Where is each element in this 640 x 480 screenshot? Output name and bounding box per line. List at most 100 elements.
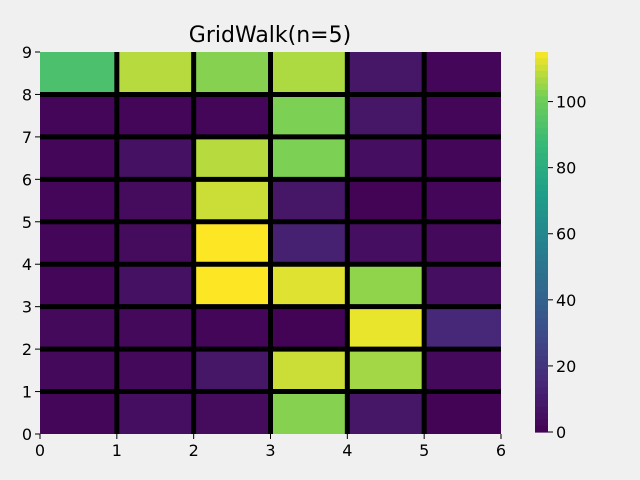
heatmap-cell	[424, 264, 501, 307]
heatmap-cell	[193, 94, 271, 137]
colorbar-segment	[535, 178, 548, 186]
heatmap-cell	[40, 52, 117, 95]
colorbar-segment	[535, 229, 548, 237]
heatmap-cell	[347, 264, 425, 307]
heatmap-cell	[40, 306, 117, 350]
y-tick-label: 4	[22, 255, 32, 274]
colorbar-segment	[535, 330, 548, 338]
x-tick-label: 1	[112, 441, 122, 460]
heatmap-cell	[270, 306, 348, 350]
heatmap-cell	[193, 349, 271, 392]
colorbar-segment	[535, 235, 548, 243]
colorbar-segment	[535, 349, 548, 357]
colorbar-segment	[535, 425, 548, 433]
colorbar-segment	[535, 216, 548, 224]
colorbar-segment	[535, 299, 548, 306]
y-tick-label: 1	[22, 383, 32, 402]
y-tick-label: 0	[22, 425, 32, 444]
colorbar-segment	[535, 280, 548, 287]
heatmap-cell	[424, 136, 501, 180]
colorbar-segment	[535, 343, 548, 351]
heatmap-cell	[424, 52, 501, 95]
heatmap-cell	[193, 264, 271, 307]
heatmap-cell	[347, 94, 425, 137]
colorbar-segment	[535, 286, 548, 294]
heatmap-cell	[116, 52, 194, 95]
colorbar-tick-label: 60	[556, 225, 576, 244]
heatmap-cell	[347, 179, 425, 222]
colorbar-segment	[535, 185, 548, 192]
heatmap-cell	[116, 221, 194, 265]
heatmap-cell	[116, 179, 194, 222]
colorbar-segment	[535, 273, 548, 281]
colorbar-tick-label: 40	[556, 291, 576, 310]
chart-title: GridWalk(n=5)	[189, 23, 351, 48]
colorbar-segment	[535, 394, 548, 401]
heatmap-cell	[270, 221, 348, 265]
colorbar-segment	[535, 305, 548, 313]
colorbar-tick-label: 20	[556, 357, 576, 376]
colorbar-segment	[535, 311, 548, 319]
colorbar-tick-label: 80	[556, 159, 576, 178]
y-tick-label: 6	[22, 170, 32, 189]
colorbar-segment	[535, 147, 548, 154]
heatmap-cell	[193, 391, 271, 434]
colorbar-segment	[535, 406, 548, 414]
colorbar-segment	[535, 368, 548, 376]
colorbar-segment	[535, 242, 548, 249]
colorbar: 0 20 40 60 80 100	[535, 52, 587, 442]
colorbar-segment	[535, 166, 548, 173]
heatmap-cell	[347, 391, 425, 434]
y-tick-label: 3	[22, 298, 32, 317]
heatmap-cell	[424, 391, 501, 434]
heatmap-cell	[193, 136, 271, 180]
heatmap-cell	[270, 94, 348, 137]
x-tick-label: 5	[419, 441, 429, 460]
heatmap-cell	[270, 52, 348, 95]
colorbar-segment	[535, 362, 548, 370]
colorbar-segment	[535, 318, 548, 325]
heatmap-cell	[193, 179, 271, 222]
colorbar-segment	[535, 400, 548, 408]
y-tick-label: 7	[22, 128, 32, 147]
heatmap-cell	[424, 349, 501, 392]
colorbar-segment	[535, 115, 548, 123]
y-tick-label: 8	[22, 85, 32, 104]
board-grid-lines	[40, 52, 501, 434]
colorbar-segment	[535, 223, 548, 230]
colorbar-segment	[535, 172, 548, 180]
heatmap-cell	[116, 391, 194, 434]
heatmap-cell	[40, 391, 117, 434]
x-tick-label: 2	[189, 441, 199, 460]
colorbar-segment	[535, 109, 548, 116]
heatmap-cell	[40, 136, 117, 180]
colorbar-segment	[535, 191, 548, 199]
heatmap-cell	[116, 306, 194, 350]
heatmap-cell	[193, 221, 271, 265]
colorbar-segment	[535, 52, 548, 59]
heatmap-cell	[116, 264, 194, 307]
colorbar-segment	[535, 197, 548, 205]
colorbar-segment	[535, 140, 548, 148]
colorbar-segment	[535, 387, 548, 395]
colorbar-segment	[535, 159, 548, 167]
colorbar-segment	[535, 71, 548, 78]
colorbar-segment	[535, 77, 548, 85]
colorbar-segment	[535, 210, 548, 218]
x-tick-label: 3	[265, 441, 275, 460]
colorbar-segment	[535, 102, 548, 110]
y-axis-ticks: 0 1 2 3 4 5 6 7 8 9	[22, 43, 40, 444]
heatmap-cell	[40, 179, 117, 222]
colorbar-segment	[535, 337, 548, 344]
colorbar-segment	[535, 153, 548, 161]
heatmap-cell	[193, 52, 271, 95]
heatmap-cell	[40, 349, 117, 392]
heatmap-cells	[40, 52, 501, 434]
heatmap-cell	[40, 221, 117, 265]
colorbar-segment	[535, 64, 548, 72]
heatmap-cell	[270, 136, 348, 180]
colorbar-segment	[535, 204, 548, 211]
y-tick-label: 2	[22, 340, 32, 359]
